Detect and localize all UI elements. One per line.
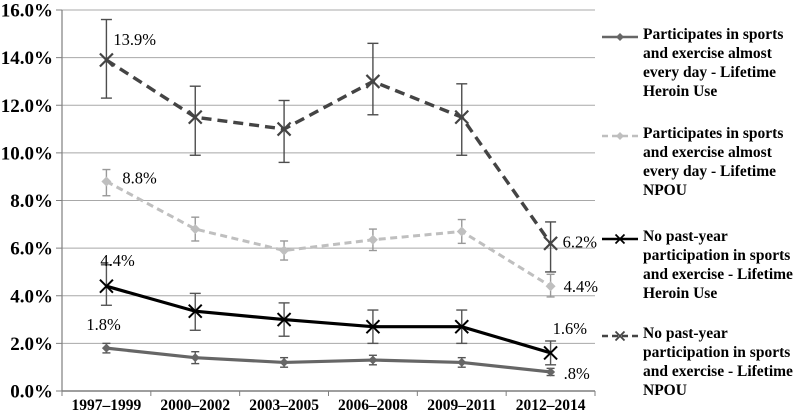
y-tick-label: 6.0% bbox=[10, 239, 53, 260]
series-line bbox=[106, 346, 551, 374]
error-bar bbox=[278, 99, 290, 164]
diamond-marker bbox=[616, 132, 624, 140]
data-labels: 13.9% 8.8% 4.4% 1.8% 6.2% 4.4% 1.6% .8% bbox=[86, 30, 598, 383]
diamond-marker bbox=[456, 226, 467, 237]
x-marker bbox=[276, 312, 292, 327]
error-bars bbox=[100, 264, 557, 366]
diamond-marker bbox=[546, 367, 556, 377]
diamond-marker bbox=[616, 33, 624, 41]
series-line bbox=[105, 180, 552, 288]
y-tick-label: 14.0% bbox=[1, 48, 53, 69]
x-marker bbox=[614, 330, 626, 342]
legend-label: Participates in sports and exercise almo… bbox=[643, 26, 784, 100]
legend-x-marker-icon bbox=[602, 233, 638, 245]
data-label: 13.9% bbox=[113, 30, 156, 49]
y-tick-label: 0.0% bbox=[10, 382, 53, 403]
x-marker bbox=[99, 52, 114, 68]
error-bars bbox=[100, 18, 557, 273]
legend-item-4: No past-year participation in sports and… bbox=[601, 324, 797, 400]
error-bar bbox=[545, 221, 557, 273]
error-bar bbox=[367, 42, 379, 116]
diamond-marker bbox=[545, 281, 556, 292]
legend-item-3: No past-year participation in sports and… bbox=[601, 227, 797, 303]
axis-ticks bbox=[56, 9, 596, 396]
x-tick-label: 2012–2014 bbox=[516, 397, 586, 414]
x-marker bbox=[454, 109, 470, 125]
y-tick-label: 10.0% bbox=[1, 143, 53, 164]
diamond-marker bbox=[279, 357, 289, 367]
legend-item-2: Participates in sports and exercise almo… bbox=[601, 124, 797, 200]
data-label: 4.4% bbox=[100, 251, 135, 270]
diamond-marker bbox=[101, 343, 111, 353]
x-marker bbox=[365, 319, 381, 334]
x-tick-label: 2000–2002 bbox=[160, 397, 230, 414]
series-markers bbox=[99, 279, 558, 361]
series-1 bbox=[101, 342, 556, 377]
error-bars bbox=[102, 342, 555, 377]
data-label: 1.8% bbox=[86, 315, 121, 334]
x-axis-labels: 1997–1999 2000–2002 2003–2005 2006–2008 2009… bbox=[72, 397, 586, 414]
series-line bbox=[105, 58, 552, 245]
legend-label: Participates in sports and exercise almo… bbox=[643, 125, 784, 199]
error-bar bbox=[189, 85, 201, 156]
series-markers bbox=[99, 52, 558, 251]
diamond-marker bbox=[190, 224, 201, 235]
x-marker bbox=[614, 233, 626, 245]
y-tick-label: 2.0% bbox=[10, 334, 53, 355]
diamond-marker bbox=[457, 357, 467, 367]
data-label: 6.2% bbox=[563, 232, 598, 251]
data-label: 1.6% bbox=[553, 319, 588, 338]
x-marker bbox=[187, 109, 203, 125]
series-markers bbox=[101, 343, 556, 377]
legend-item-1: Participates in sports and exercise almo… bbox=[601, 25, 797, 101]
x-marker bbox=[276, 121, 292, 137]
series-2 bbox=[101, 168, 556, 298]
y-tick-label: 8.0% bbox=[10, 191, 53, 212]
x-tick-label: 2003–2005 bbox=[249, 397, 319, 414]
series-markers bbox=[101, 176, 556, 292]
error-bars bbox=[102, 168, 555, 298]
diamond-marker bbox=[368, 355, 378, 365]
diamond-marker bbox=[190, 353, 200, 363]
diamond-marker bbox=[367, 234, 378, 245]
y-axis-labels: 0.0% 2.0% 4.0% 6.0% 8.0% 10.0% 12.0% 14.0% 16.0% bbox=[1, 1, 53, 403]
x-marker bbox=[543, 345, 558, 361]
y-tick-label: 12.0% bbox=[1, 96, 53, 117]
series-3 bbox=[99, 264, 558, 366]
x-tick-label: 2006–2008 bbox=[338, 397, 408, 414]
x-marker bbox=[99, 279, 114, 294]
legend-label: No past-year participation in sports and… bbox=[643, 228, 793, 302]
series-line bbox=[105, 284, 552, 355]
diamond-marker bbox=[279, 245, 290, 256]
data-label: .8% bbox=[564, 364, 590, 383]
x-marker bbox=[365, 74, 381, 89]
x-tick-label: 2009–2011 bbox=[427, 397, 496, 414]
chart-legend: Participates in sports and exercise almo… bbox=[598, 0, 800, 415]
data-label: 8.8% bbox=[122, 168, 157, 187]
diamond-marker bbox=[101, 176, 112, 187]
legend-diamond-marker-icon bbox=[602, 132, 638, 140]
x-marker bbox=[188, 304, 203, 319]
x-tick-label: 1997–1999 bbox=[72, 397, 142, 414]
data-label: 4.4% bbox=[564, 277, 599, 296]
x-marker bbox=[543, 236, 558, 251]
series-4 bbox=[99, 18, 558, 273]
legend-diamond-marker-icon bbox=[602, 33, 638, 41]
x-marker bbox=[454, 319, 469, 334]
y-tick-label: 4.0% bbox=[10, 286, 53, 307]
legend-x-marker-icon bbox=[602, 330, 638, 342]
y-tick-label: 16.0% bbox=[1, 1, 53, 22]
legend-label: No past-year participation in sports and… bbox=[643, 325, 793, 399]
